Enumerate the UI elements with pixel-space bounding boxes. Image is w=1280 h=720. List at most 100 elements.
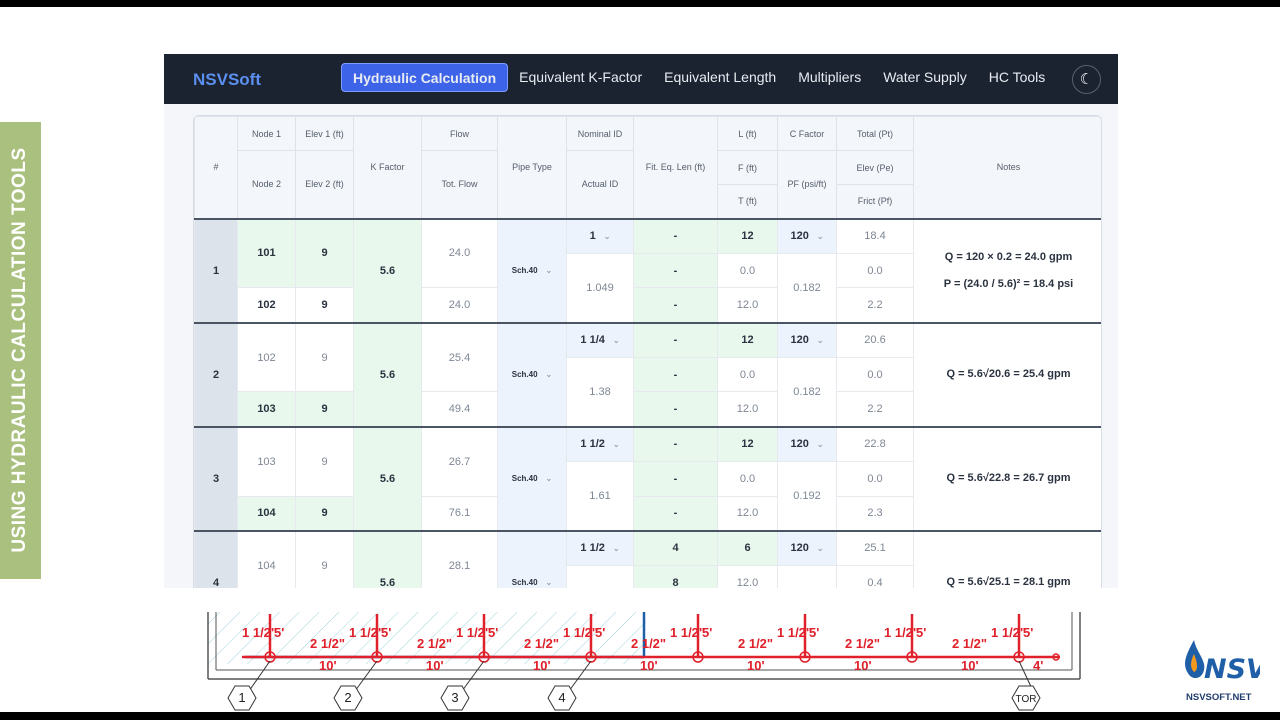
elev1-cell[interactable]: 9 xyxy=(295,425,354,497)
fit-eq-len-cell[interactable]: - xyxy=(633,321,718,358)
c-factor-select[interactable]: 120 ⌄ xyxy=(777,321,837,358)
chevron-down-icon: ⌄ xyxy=(545,266,553,276)
nav-hc-tools[interactable]: HC Tools xyxy=(988,69,1046,85)
node-tag-hexagon xyxy=(333,685,363,711)
frict-pressure-cell: 2.2 xyxy=(836,391,914,428)
flow-cell: 24.0 xyxy=(421,217,498,289)
elev1-cell[interactable]: 9 xyxy=(295,321,354,393)
header-pf: PF (psi/ft) xyxy=(777,150,837,219)
k-factor-cell[interactable]: 5.6 xyxy=(353,217,422,324)
c-factor-value: 120 xyxy=(790,438,809,451)
chevron-down-icon: ⌄ xyxy=(816,336,824,346)
l-cell[interactable]: 12 xyxy=(717,425,778,462)
header-f: F (ft) xyxy=(717,150,778,185)
header-node1: Node 1 xyxy=(237,116,296,151)
nominal-id-select[interactable]: 1 1/4 ⌄ xyxy=(566,321,634,358)
l-cell[interactable]: 12 xyxy=(717,217,778,254)
l-cell[interactable]: 12 xyxy=(717,321,778,358)
fit-eq-len-cell[interactable]: - xyxy=(633,252,718,289)
hydraulic-table-container: # Node 1 Elev 1 (ft) K Factor Flow Pipe … xyxy=(193,115,1102,588)
pf-cell: 0.182 xyxy=(777,356,837,428)
pf-cell: 0.182 xyxy=(777,252,837,324)
notes-cell: Q = 120 × 0.2 = 24.0 gpm P = (24.0 / 5.6)… xyxy=(913,217,1101,324)
fit-eq-len-cell[interactable]: - xyxy=(633,460,718,497)
pipe-type-select[interactable]: Sch.40 ⌄ xyxy=(497,321,567,428)
elev2-cell[interactable]: 9 xyxy=(295,287,354,324)
elev2-cell[interactable]: 9 xyxy=(295,495,354,532)
pipe-type-select[interactable]: Sch.40 ⌄ xyxy=(497,425,567,532)
node-tag-label: 3 xyxy=(451,690,458,705)
flame-icon xyxy=(1191,654,1197,672)
segment-length-label: 10' xyxy=(854,658,872,673)
node1-cell[interactable]: 101 xyxy=(237,217,296,289)
k-factor-cell[interactable]: 5.6 xyxy=(353,425,422,532)
elev1-cell[interactable]: 9 xyxy=(295,529,354,588)
nav-hydraulic-calculation[interactable]: Hydraulic Calculation xyxy=(341,63,509,92)
node1-cell[interactable]: 103 xyxy=(237,425,296,497)
fit-eq-len-cell[interactable]: - xyxy=(633,495,718,532)
fit-eq-len-cell[interactable]: 8 xyxy=(633,564,718,588)
nominal-id-select[interactable]: 1 ⌄ xyxy=(566,217,634,254)
pipe-size-label: 1 1/2" xyxy=(563,625,598,640)
c-factor-select[interactable]: 120 ⌄ xyxy=(777,217,837,254)
actual-id-cell: 1.049 xyxy=(566,252,634,324)
nav-equivalent-length[interactable]: Equivalent Length xyxy=(664,69,777,85)
pipe-type-select[interactable]: Sch.40 ⌄ xyxy=(497,217,567,324)
nominal-id-select[interactable]: 1 1/2 ⌄ xyxy=(566,425,634,462)
fit-eq-len-cell[interactable]: 4 xyxy=(633,529,718,566)
header-c-factor: C Factor xyxy=(777,116,837,151)
fit-eq-len-cell[interactable]: - xyxy=(633,287,718,324)
elev1-cell[interactable]: 9 xyxy=(295,217,354,289)
elev2-cell[interactable]: 9 xyxy=(295,391,354,428)
nominal-id-select[interactable]: 1 1/2 ⌄ xyxy=(566,529,634,566)
node1-cell[interactable]: 104 xyxy=(237,529,296,588)
sprinkler-head-icon xyxy=(585,651,597,663)
brand-logo[interactable]: NSVSoft xyxy=(193,70,261,89)
t-cell: 12.0 xyxy=(717,287,778,324)
fit-eq-len-cell[interactable]: - xyxy=(633,356,718,393)
f-cell: 0.0 xyxy=(717,460,778,497)
note-line: Q = 120 × 0.2 = 24.0 gpm xyxy=(944,250,1073,263)
c-factor-value: 120 xyxy=(790,334,809,347)
header-fit-eq-len: Fit. Eq. Len (ft) xyxy=(633,116,718,219)
segment-length-label: 10' xyxy=(533,658,551,673)
c-factor-select[interactable]: 120 ⌄ xyxy=(777,529,837,566)
segment-length-label: 10' xyxy=(961,658,979,673)
chevron-down-icon: ⌄ xyxy=(612,440,620,450)
sprinkler-head-icon xyxy=(478,651,490,663)
k-factor-cell[interactable]: 5.6 xyxy=(353,529,422,588)
segment-length-label: 10' xyxy=(640,658,658,673)
nav-water-supply[interactable]: Water Supply xyxy=(883,69,967,85)
fit-eq-len-cell[interactable]: - xyxy=(633,217,718,254)
notes-cell: Q = 5.6√20.6 = 25.4 gpm xyxy=(913,321,1101,428)
node2-cell[interactable]: 104 xyxy=(237,495,296,532)
pipe-type-select[interactable]: Sch.40 ⌄ xyxy=(497,529,567,588)
nav-multipliers[interactable]: Multipliers xyxy=(798,69,862,85)
pipe-size-label: 1 1/2" xyxy=(777,625,812,640)
tor-connection-icon xyxy=(1052,653,1060,661)
node-tag-label: 2 xyxy=(344,690,351,705)
total-pressure-cell: 20.6 xyxy=(836,321,914,358)
fit-eq-len-cell[interactable]: - xyxy=(633,425,718,462)
note-line: Q = 5.6√20.6 = 25.4 gpm xyxy=(946,368,1071,381)
pipe-size-label: 1 1/2" xyxy=(456,625,491,640)
theme-toggle-button[interactable]: ☾ xyxy=(1072,65,1101,94)
k-factor-cell[interactable]: 5.6 xyxy=(353,321,422,428)
segment-length-label: 10' xyxy=(426,658,444,673)
fit-eq-len-cell[interactable]: - xyxy=(633,391,718,428)
nav-equivalent-k-factor[interactable]: Equivalent K-Factor xyxy=(519,69,643,85)
pipe-size-label: 2 1/2" xyxy=(310,636,345,651)
header-flow: Flow xyxy=(421,116,498,151)
pipe-size-label: 2 1/2" xyxy=(524,636,559,651)
c-factor-select[interactable]: 120 ⌄ xyxy=(777,425,837,462)
sprinkler-head-icon xyxy=(264,651,276,663)
segment-length-label: 10' xyxy=(319,658,337,673)
l-cell[interactable]: 6 xyxy=(717,529,778,566)
sprinkler-head-icon xyxy=(906,651,918,663)
pf-cell xyxy=(777,564,837,588)
node2-cell[interactable]: 103 xyxy=(237,391,296,428)
header-tot-flow: Tot. Flow xyxy=(421,150,498,219)
actual-id-cell: 1.38 xyxy=(566,356,634,428)
node2-cell[interactable]: 102 xyxy=(237,287,296,324)
node1-cell[interactable]: 102 xyxy=(237,321,296,393)
